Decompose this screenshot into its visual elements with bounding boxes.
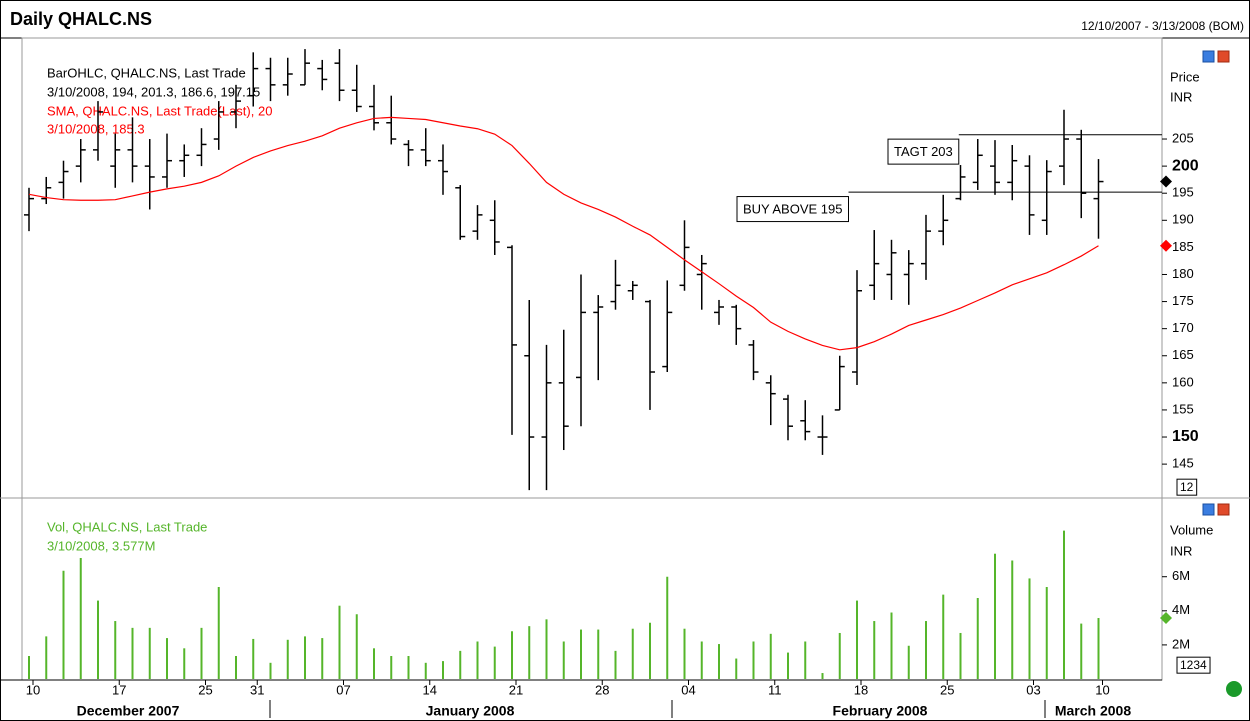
annotation-box xyxy=(887,138,960,165)
x-tick-label: 17 xyxy=(112,682,126,697)
x-tick-label: 10 xyxy=(1095,682,1109,697)
volume-axis-label: Volume xyxy=(1170,522,1213,537)
corner-box xyxy=(1176,478,1198,496)
x-tick-label: 04 xyxy=(681,682,695,697)
y-tick-label: 160 xyxy=(1172,374,1194,389)
x-tick-label: 03 xyxy=(1026,682,1040,697)
annotation-box xyxy=(736,196,849,223)
chart-subtitle: 12/10/2007 - 3/13/2008 (BOM) xyxy=(1081,19,1244,33)
annotation-label: BUY ABOVE 195 xyxy=(743,202,843,217)
month-label: February 2008 xyxy=(833,703,928,719)
corner-box xyxy=(1176,656,1211,674)
y-tick-label: 6M xyxy=(1172,568,1190,583)
minimize-icon[interactable] xyxy=(1202,50,1215,63)
volume-axis-unit: INR xyxy=(1170,543,1192,558)
annotation-label: TAGT 203 xyxy=(894,144,953,159)
x-tick-label: 11 xyxy=(768,682,782,697)
y-tick-label: 195 xyxy=(1172,185,1194,200)
legend-entry: Vol, QHALC.NS, Last Trade xyxy=(47,519,207,534)
x-tick-label: 07 xyxy=(336,682,350,697)
y-tick-label: 2M xyxy=(1172,636,1190,651)
corner-label: 12 xyxy=(1180,480,1194,494)
last-value-marker xyxy=(1160,239,1172,252)
y-tick-label: 175 xyxy=(1172,293,1194,308)
x-tick-label: 25 xyxy=(198,682,212,697)
x-tick-label: 21 xyxy=(509,682,523,697)
y-tick-label: 145 xyxy=(1172,456,1194,471)
minimize-icon[interactable] xyxy=(1202,503,1215,516)
corner-label: 1234 xyxy=(1180,658,1207,672)
legend-info: 3/10/2008, 3.577M xyxy=(47,538,155,553)
x-tick-label: 31 xyxy=(250,682,264,697)
close-icon[interactable] xyxy=(1217,503,1230,516)
y-tick-label: 4M xyxy=(1172,602,1190,617)
y-tick-label: 170 xyxy=(1172,320,1194,335)
y-tick-label: 205 xyxy=(1172,130,1194,145)
status-indicator xyxy=(1226,681,1242,697)
price-axis-label: Price xyxy=(1170,69,1200,84)
last-value-marker xyxy=(1160,612,1172,625)
close-icon[interactable] xyxy=(1217,50,1230,63)
month-label: December 2007 xyxy=(77,703,180,719)
sma-line xyxy=(28,116,1099,351)
last-value-marker xyxy=(1160,175,1172,188)
y-tick-label: 165 xyxy=(1172,347,1194,362)
y-tick-label: 150 xyxy=(1172,428,1199,445)
x-tick-label: 25 xyxy=(940,682,954,697)
legend-info: 3/10/2008, 185.3 xyxy=(47,121,145,136)
x-tick-label: 10 xyxy=(26,682,40,697)
y-tick-label: 185 xyxy=(1172,239,1194,254)
y-tick-label: 180 xyxy=(1172,266,1194,281)
legend-info: 3/10/2008, 194, 201.3, 186.6, 197.15 xyxy=(47,84,260,99)
y-tick-label: 200 xyxy=(1172,157,1199,174)
y-tick-label: 155 xyxy=(1172,401,1194,416)
legend-entry: SMA, QHALC.NS, Last Trade(Last), 20 xyxy=(47,103,272,118)
month-label: March 2008 xyxy=(1055,703,1131,719)
x-tick-label: 14 xyxy=(423,682,437,697)
month-label: January 2008 xyxy=(426,703,515,719)
chart-title: Daily QHALC.NS xyxy=(10,9,152,29)
x-tick-label: 18 xyxy=(854,682,868,697)
x-tick-label: 28 xyxy=(595,682,609,697)
y-tick-label: 190 xyxy=(1172,212,1194,227)
legend-entry: BarOHLC, QHALC.NS, Last Trade xyxy=(47,65,246,80)
price-axis-unit: INR xyxy=(1170,89,1192,104)
